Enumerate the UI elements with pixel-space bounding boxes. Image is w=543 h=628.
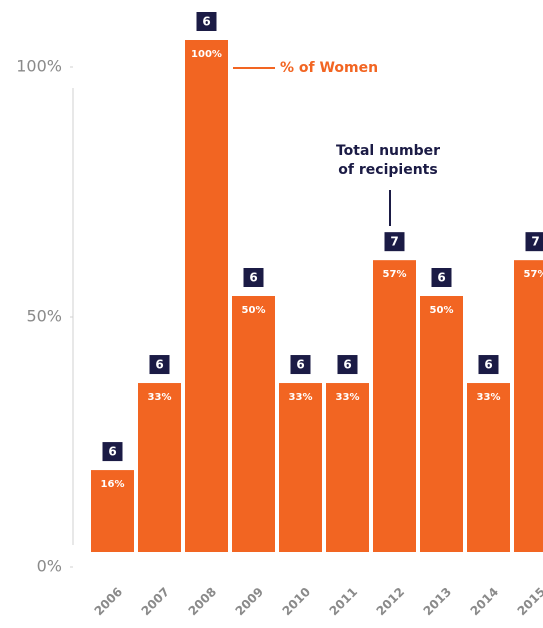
total-label: 7 bbox=[531, 235, 539, 249]
total-box bbox=[149, 355, 170, 375]
y-tick-label: 0% bbox=[37, 557, 62, 576]
totals-annotation: of recipients bbox=[338, 162, 437, 178]
total-label: 6 bbox=[155, 358, 163, 372]
bar bbox=[514, 260, 543, 552]
x-tick-label: 2007 bbox=[139, 585, 173, 619]
total-box bbox=[525, 232, 543, 252]
total-box bbox=[196, 12, 217, 31]
bar bbox=[91, 470, 134, 552]
value-label: 16% bbox=[101, 479, 125, 490]
total-label: 6 bbox=[249, 271, 257, 285]
value-label: 50% bbox=[242, 305, 266, 316]
y-tick-label: 100% bbox=[16, 57, 62, 76]
value-label: 33% bbox=[336, 392, 360, 403]
value-label: 50% bbox=[430, 305, 454, 316]
total-box bbox=[384, 232, 405, 252]
value-label: 33% bbox=[148, 392, 172, 403]
x-tick-label: 2011 bbox=[327, 585, 361, 619]
bar bbox=[420, 296, 463, 552]
x-tick-label: 2014 bbox=[468, 585, 502, 619]
total-label: 6 bbox=[343, 358, 351, 372]
x-tick-label: 2015 bbox=[515, 585, 543, 619]
bar bbox=[138, 383, 181, 552]
value-label: 57% bbox=[383, 269, 407, 280]
value-label: 57% bbox=[524, 269, 543, 280]
bar bbox=[232, 296, 275, 552]
bar bbox=[373, 260, 416, 552]
total-label: 7 bbox=[390, 235, 398, 249]
bar bbox=[185, 40, 228, 552]
total-box bbox=[290, 355, 311, 375]
total-box bbox=[478, 355, 499, 375]
x-tick-label: 2008 bbox=[186, 585, 220, 619]
total-label: 6 bbox=[437, 271, 445, 285]
value-label: 33% bbox=[477, 392, 501, 403]
bar bbox=[279, 383, 322, 552]
total-box bbox=[243, 268, 264, 287]
total-box bbox=[102, 442, 123, 462]
x-tick-label: 2012 bbox=[374, 585, 408, 619]
value-label: 33% bbox=[289, 392, 313, 403]
x-tick-label: 2013 bbox=[421, 585, 455, 619]
total-box bbox=[337, 355, 358, 375]
total-label: 6 bbox=[202, 15, 210, 29]
x-tick-label: 2009 bbox=[233, 585, 267, 619]
bar bbox=[467, 383, 510, 552]
legend-label: % of Women bbox=[280, 60, 378, 76]
bar bbox=[326, 383, 369, 552]
value-label: 100% bbox=[191, 49, 222, 60]
x-tick-label: 2006 bbox=[92, 585, 126, 619]
total-label: 6 bbox=[484, 358, 492, 372]
total-label: 6 bbox=[296, 358, 304, 372]
totals-annotation: Total number bbox=[336, 143, 440, 159]
total-label: 6 bbox=[108, 445, 116, 459]
x-tick-label: 2010 bbox=[280, 585, 314, 619]
total-box bbox=[431, 268, 452, 287]
y-tick-label: 50% bbox=[26, 307, 62, 326]
